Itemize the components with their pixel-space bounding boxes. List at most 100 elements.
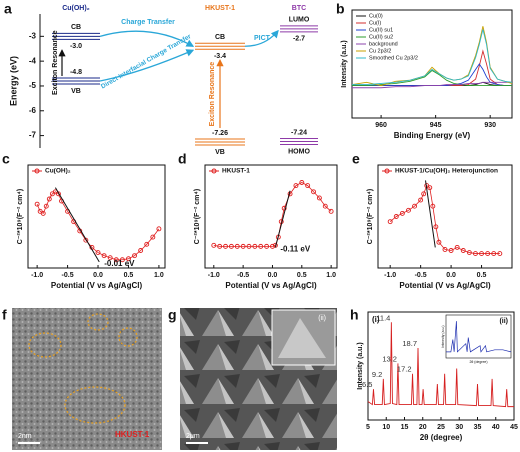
legend-label: background [369,41,398,47]
x-tick-label: -0.5 [62,272,74,279]
data-point [138,248,144,253]
fit-line [54,187,100,263]
data-point [240,243,246,249]
data-point [228,243,234,249]
x-tick-label: 0.0 [93,272,103,279]
legend-marker [384,168,390,174]
fit-line [274,190,291,248]
x-tick-label: -1.0 [384,272,396,279]
x-tick-label: 0.0 [268,272,278,279]
x-tick-label: 0.5 [124,272,134,279]
data-point [40,210,46,216]
x-tick-label: -1.0 [31,272,43,279]
peak-label: 13.2 [382,354,397,363]
data-point [46,196,52,202]
plot-frame [377,164,513,269]
y-axis-label: Intensity (a.u.) [357,342,364,389]
data-point [258,243,264,249]
level-value: -4.8 [70,69,82,76]
data-point [436,239,442,245]
data-point [150,234,156,240]
data-point [497,251,503,257]
data-point [144,241,150,247]
plot-frame [204,164,338,269]
legend-marker [34,168,40,174]
data-line [352,69,512,87]
x-tick-label: 40 [492,424,500,431]
legend-label: Cu 2p3/2 [369,48,391,54]
level-name: HOMO [288,148,310,155]
legend-label: Cu(0) [369,13,383,19]
data-point [485,251,491,257]
level-name: VB [71,88,81,95]
annotation: -0.01 eV [104,259,135,268]
panel-letter: d [178,151,187,167]
panel-letter: b [336,1,345,17]
level-name: VB [215,149,225,156]
data-line [352,29,513,85]
level-name: CB [215,34,225,41]
y-tick-label: -4 [29,56,37,65]
x-tick-label: -1.0 [208,272,220,279]
y-axis-label: Intensity (a.u.) [341,40,348,87]
data-point [328,208,334,214]
data-point [442,247,448,252]
peak-label: 9.2 [372,370,382,379]
data-point [399,210,405,216]
level-value: -7.24 [291,129,307,136]
annotation: Exciton Resonance [52,30,59,95]
x-tick-label: -0.5 [237,272,249,279]
data-point [252,243,258,249]
lattice-highlights [28,313,138,424]
level-value: -3.0 [70,43,82,50]
level-name: CB [71,24,81,31]
x-tick-label: 30 [455,424,463,431]
data-point [491,251,497,257]
data-point [433,224,439,230]
x-tick-label: 0.5 [477,272,487,279]
fit-line [425,180,436,248]
data-point [43,203,49,209]
data-point [393,214,399,219]
legend-label: Cu(II) su2 [369,34,393,40]
inset-crystal [278,318,326,358]
legend-label: HKUST-1 [222,168,250,175]
data-point [223,243,228,249]
level-name: LUMO [289,17,310,24]
x-axis-label: Potential (V vs Ag/AgCl) [225,281,317,290]
data-point [299,180,305,185]
x-tick-label: 930 [484,122,496,129]
inset-y-label: Intensity (a.u.) [441,325,445,347]
tem-image [12,308,162,450]
data-point [246,243,252,249]
annotation: Exciton Resonance [209,62,216,127]
data-point [234,243,240,249]
legend-marker [211,168,217,174]
data-point [466,250,472,256]
data-point [427,185,433,191]
x-tick-label: 10 [382,424,390,431]
x-tick-label: 0.5 [297,272,307,279]
data-point [387,219,393,225]
data-point [95,250,101,256]
data-point [473,251,478,257]
data-point [421,191,427,197]
x-tick-label: 960 [375,122,387,129]
x-tick-label: 945 [430,122,442,129]
x-tick-label: 20 [419,424,427,431]
scale-label: 2nm [18,433,32,440]
data-point [119,257,125,263]
data-point [406,207,411,213]
data-point [211,242,217,248]
x-tick-label: -0.5 [415,272,427,279]
data-line [367,322,514,408]
data-point [264,243,270,249]
arrow [99,30,195,47]
data-point [281,205,287,211]
data-point [460,248,466,253]
data-point [34,201,40,207]
legend-label: Cu(I) [369,20,381,26]
x-tick-label: 35 [474,424,482,431]
x-tick-label: 45 [510,424,518,431]
y-axis-label: C⁻²*10⁹(F⁻² cm⁴) [17,189,24,244]
